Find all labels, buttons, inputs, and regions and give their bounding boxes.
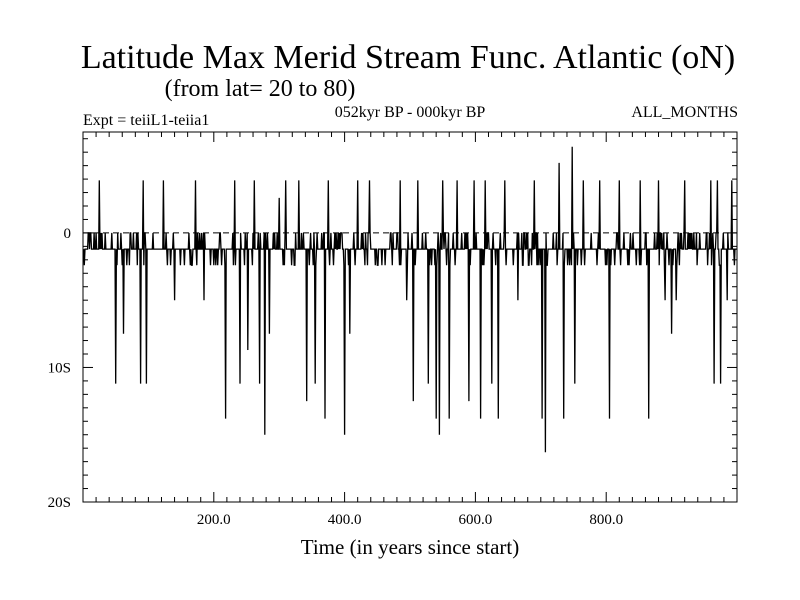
y-tick-label: 20S [48,495,71,511]
x-tick-label: 200.0 [197,512,231,528]
x-tick-label: 400.0 [328,512,362,528]
plot-frame [82,131,738,503]
minor-ticks [83,132,737,503]
period-label: 052kyr BP - 000kyr BP [335,104,486,121]
series-line [83,146,737,453]
x-tick-label: 800.0 [589,512,623,528]
chart-subtitle: (from lat= 20 to 80) [165,76,356,102]
series-latitude [83,146,737,453]
plot-area: 0 10S 20S 200.0 400.0 600.0 800.0 [48,131,738,528]
y-axis-ticks: 0 10S 20S [48,226,71,511]
months-label: ALL_MONTHS [631,104,738,121]
x-tick-label: 600.0 [459,512,493,528]
x-axis-label: Time (in years since start) [301,535,520,559]
chart-title: Latitude Max Merid Stream Func. Atlantic… [81,39,735,76]
experiment-label: Expt = teiiL1-teiia1 [83,112,209,129]
x-axis-ticks: 200.0 400.0 600.0 800.0 [197,512,623,528]
y-tick-label: 10S [48,360,71,376]
y-tick-label: 0 [64,226,72,242]
